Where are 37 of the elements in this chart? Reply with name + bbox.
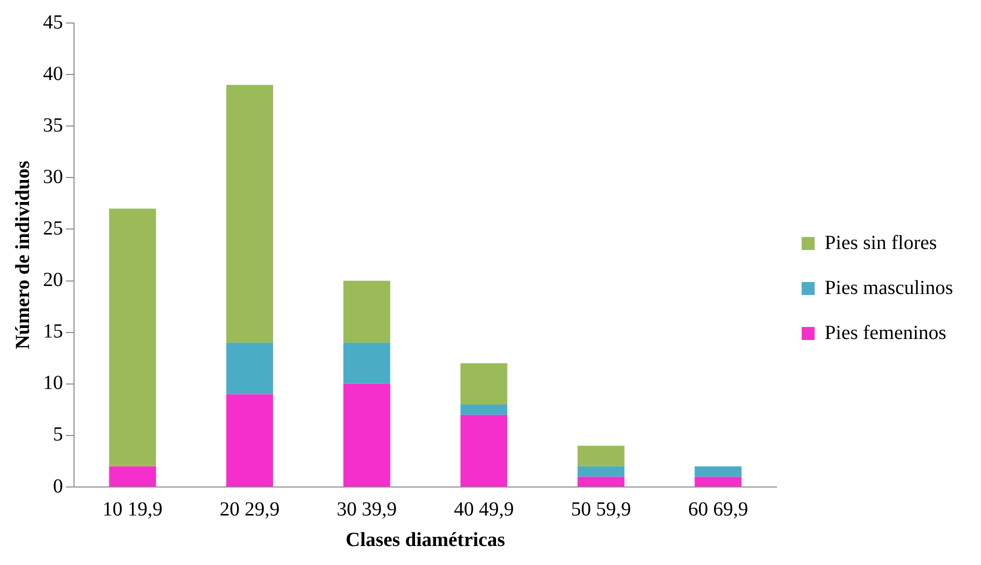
- legend-label: Pies masculinos: [824, 276, 954, 299]
- bar: [578, 476, 624, 486]
- x-tick-label: 40 49,9: [454, 498, 514, 520]
- legend-label: Pies femeninos: [824, 322, 947, 344]
- bar: [226, 394, 274, 486]
- bar: [226, 342, 274, 394]
- y-tick-label: 40: [43, 62, 63, 85]
- y-tick-label: 45: [43, 11, 63, 34]
- x-tick-label: 10 19,9: [102, 498, 163, 520]
- y-tick-label: 25: [43, 217, 63, 240]
- bar: [460, 404, 508, 415]
- x-tick-label: 30 39,9: [336, 498, 397, 520]
- x-tick-label: 60 69,9: [688, 498, 748, 520]
- bar: [343, 342, 390, 384]
- legend-label: Pies sin flores: [824, 232, 938, 254]
- y-tick-label: 35: [43, 114, 63, 136]
- bar: [694, 466, 742, 477]
- y-tick-label: 30: [43, 166, 63, 188]
- bar: [578, 466, 624, 477]
- y-tick-label: 20: [43, 269, 63, 292]
- bar: [109, 466, 156, 486]
- bar: [694, 476, 742, 486]
- y-tick-label: 15: [43, 320, 63, 343]
- y-axis-title: Número de individuos: [12, 160, 34, 350]
- bar: [578, 446, 624, 466]
- x-tick-label: 50 59,9: [571, 498, 631, 520]
- y-tick-label: 5: [53, 424, 63, 446]
- bar: [343, 280, 390, 343]
- bar: [226, 84, 274, 343]
- bar: [460, 414, 508, 486]
- bar: [109, 208, 156, 466]
- y-tick-label: 0: [53, 475, 63, 498]
- x-axis-title: Clases diamétricas: [346, 529, 506, 552]
- y-tick-label: 10: [43, 372, 63, 394]
- bar: [343, 384, 390, 486]
- bar: [460, 363, 508, 405]
- x-tick-label: 20 29,9: [220, 498, 280, 520]
